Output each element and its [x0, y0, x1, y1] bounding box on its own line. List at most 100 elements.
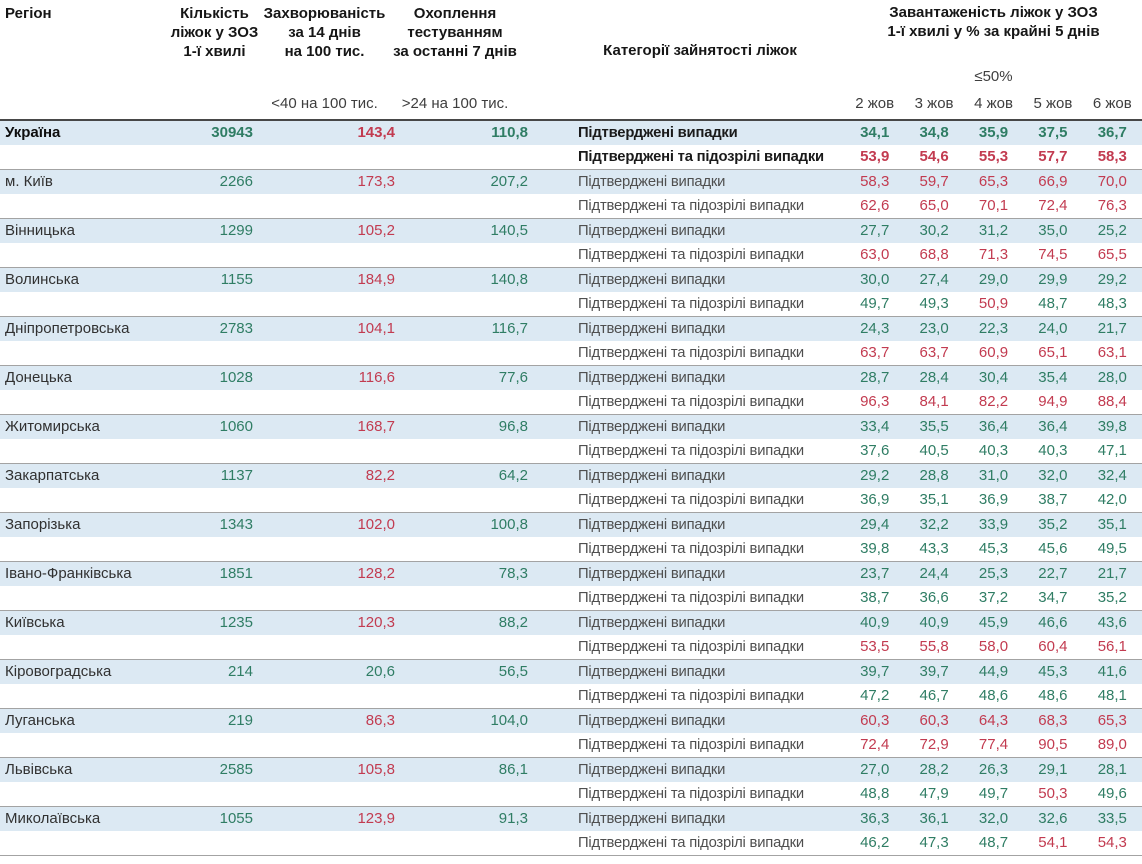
occupancy-value: 47,3	[919, 834, 949, 851]
beds-value: 1299	[219, 222, 253, 239]
region-row-confirmed: Львівська 2585 105,8 86,1 Підтверджені випад…	[0, 758, 1142, 782]
occupancy-value: 76,3	[1097, 197, 1127, 214]
occupancy-value: 36,3	[860, 810, 890, 827]
region-row-confirmed-suspected: Підтверджені та підозрілі випадки 63,0 68,…	[0, 243, 1142, 267]
occupancy-value: 39,7	[860, 663, 890, 680]
occupancy-value: 56,1	[1097, 638, 1127, 655]
category-label-confirmed: Підтверджені випадки	[578, 566, 726, 582]
occupancy-value: 47,1	[1097, 442, 1127, 459]
occupancy-value: 29,0	[978, 271, 1009, 288]
region-row-confirmed: м. Київ 2266 173,3 207,2 Підтверджені випадк…	[0, 170, 1142, 194]
table-header: Регіон Кількість ліжок у ЗОЗ 1-ї хвилі З…	[0, 0, 1142, 121]
region-row-confirmed: Україна 30943 143,4 110,8 Підтверджені випад…	[0, 121, 1142, 145]
region-block: м. Київ 2266 173,3 207,2 Підтверджені випадк…	[0, 170, 1142, 219]
occupancy-value: 34,1	[860, 124, 890, 141]
category-label-confirmed: Підтверджені випадки	[578, 468, 726, 484]
occupancy-value: 35,5	[919, 418, 949, 435]
region-block: Київська 1235 120,3 88,2 Підтверджені випадк…	[0, 611, 1142, 660]
occupancy-value: 63,7	[860, 344, 890, 361]
region-row-confirmed-suspected: Підтверджені та підозрілі випадки 62,6 65,…	[0, 194, 1142, 218]
occupancy-value: 65,0	[919, 197, 949, 214]
testing-value: 140,5	[490, 222, 528, 239]
testing-value: 110,8	[491, 124, 528, 141]
occupancy-value: 34,8	[919, 124, 949, 141]
region-block: Запорізька 1343 102,0 100,8 Підтверджені вип…	[0, 513, 1142, 562]
occupancy-value: 39,7	[919, 663, 949, 680]
beds-value: 2585	[219, 761, 253, 778]
region-row-confirmed-suspected: Підтверджені та підозрілі випадки 49,7 49,…	[0, 292, 1142, 316]
occupancy-value: 24,0	[1038, 320, 1068, 337]
occupancy-value: 68,8	[919, 246, 949, 263]
region-name: Закарпатська	[5, 467, 100, 484]
region-block: Івано-Франківська 1851 128,2 78,3 Підтвердже…	[0, 562, 1142, 611]
column-header-beds: Кількість ліжок у ЗОЗ 1-ї хвилі	[170, 5, 259, 60]
occupancy-value: 26,3	[978, 761, 1009, 778]
occupancy-value: 60,4	[1038, 638, 1068, 655]
occupancy-value: 46,2	[860, 834, 890, 851]
category-label-confirmed-suspected: Підтверджені та підозрілі випадки	[578, 443, 804, 459]
region-row-confirmed: Миколаївська 1055 123,9 91,3 Підтверджені ви…	[0, 807, 1142, 831]
occupancy-value: 35,1	[919, 491, 949, 508]
occupancy-value: 58,0	[978, 638, 1009, 655]
category-label-confirmed: Підтверджені випадки	[578, 713, 726, 729]
region-row-confirmed: Вінницька 1299 105,2 140,5 Підтверджені випа…	[0, 219, 1142, 243]
region-row-confirmed-suspected: Підтверджені та підозрілі випадки 36,9 35,…	[0, 488, 1142, 512]
category-label-confirmed-suspected: Підтверджені та підозрілі випадки	[578, 786, 804, 802]
occupancy-value: 60,9	[978, 344, 1009, 361]
occupancy-value: 43,3	[919, 540, 949, 557]
occupancy-value: 55,3	[978, 148, 1009, 165]
occupancy-value: 55,8	[919, 638, 949, 655]
occupancy-value: 48,7	[1038, 295, 1068, 312]
occupancy-value: 66,9	[1038, 173, 1068, 190]
occupancy-value: 33,4	[860, 418, 890, 435]
category-label-confirmed: Підтверджені випадки	[578, 125, 738, 141]
region-block: Україна 30943 143,4 110,8 Підтверджені випад…	[0, 121, 1142, 170]
occupancy-value: 48,1	[1097, 687, 1127, 704]
occupancy-value: 40,3	[978, 442, 1009, 459]
testing-value: 100,8	[490, 516, 528, 533]
category-label-confirmed-suspected: Підтверджені та підозрілі випадки	[578, 737, 804, 753]
occupancy-value: 48,7	[978, 834, 1009, 851]
incidence-value: 143,4	[357, 124, 395, 141]
region-row-confirmed: Волинська 1155 184,9 140,8 Підтверджені випа…	[0, 268, 1142, 292]
occupancy-value: 45,3	[978, 540, 1009, 557]
category-label-confirmed: Підтверджені випадки	[578, 321, 726, 337]
occupancy-value: 77,4	[978, 736, 1009, 753]
occupancy-value: 24,4	[919, 565, 949, 582]
table-body: Україна 30943 143,4 110,8 Підтверджені випад…	[0, 121, 1142, 856]
category-label-confirmed-suspected: Підтверджені та підозрілі випадки	[578, 198, 804, 214]
occupancy-value: 43,6	[1097, 614, 1127, 631]
region-block: Житомирська 1060 168,7 96,8 Підтверджені вип…	[0, 415, 1142, 464]
occupancy-value: 28,0	[1097, 369, 1127, 386]
region-block: Миколаївська 1055 123,9 91,3 Підтверджені ви…	[0, 807, 1142, 856]
occupancy-value: 40,5	[919, 442, 949, 459]
date-header: 6 жов	[1092, 95, 1132, 112]
occupancy-value: 72,4	[1038, 197, 1068, 214]
region-name: Волинська	[5, 271, 79, 288]
testing-value: 207,2	[490, 173, 528, 190]
occupancy-value: 38,7	[1038, 491, 1068, 508]
category-label-confirmed: Підтверджені випадки	[578, 272, 726, 288]
occupancy-value: 88,4	[1097, 393, 1127, 410]
testing-value: 116,7	[491, 320, 528, 337]
region-name: Луганська	[5, 712, 75, 729]
occupancy-threshold-label: ≤50%	[974, 68, 1013, 85]
occupancy-value: 63,0	[860, 246, 890, 263]
occupancy-value: 84,1	[919, 393, 949, 410]
column-header-occupancy: Завантаженість ліжок у ЗОЗ 1-ї хвилі у %…	[887, 4, 1100, 40]
testing-value: 96,8	[498, 418, 528, 435]
region-block: Кіровоградська 214 20,6 56,5 Підтверджені ви…	[0, 660, 1142, 709]
beds-value: 1235	[219, 614, 253, 631]
beds-value: 1851	[219, 565, 253, 582]
occupancy-value: 65,3	[978, 173, 1009, 190]
occupancy-value: 32,0	[978, 810, 1009, 827]
category-label-confirmed-suspected: Підтверджені та підозрілі випадки	[578, 639, 804, 655]
region-block: Вінницька 1299 105,2 140,5 Підтверджені випа…	[0, 219, 1142, 268]
region-row-confirmed-suspected: Підтверджені та підозрілі випадки 48,8 47,…	[0, 782, 1142, 806]
category-label-confirmed: Підтверджені випадки	[578, 615, 726, 631]
occupancy-value: 37,5	[1038, 124, 1068, 141]
occupancy-value: 49,6	[1097, 785, 1127, 802]
occupancy-value: 35,2	[1097, 589, 1127, 606]
region-row-confirmed-suspected: Підтверджені та підозрілі випадки 53,5 55,…	[0, 635, 1142, 659]
beds-value: 219	[227, 712, 253, 729]
